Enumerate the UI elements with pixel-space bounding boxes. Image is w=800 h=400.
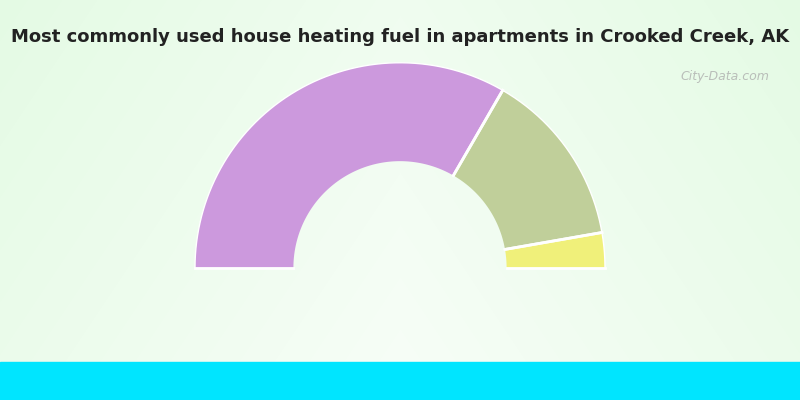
Text: City-Data.com: City-Data.com <box>680 70 769 83</box>
Polygon shape <box>454 90 602 250</box>
Bar <box>0 362 800 400</box>
Text: Most commonly used house heating fuel in apartments in Crooked Creek, AK: Most commonly used house heating fuel in… <box>11 28 789 46</box>
Polygon shape <box>195 63 502 268</box>
Polygon shape <box>505 232 605 268</box>
